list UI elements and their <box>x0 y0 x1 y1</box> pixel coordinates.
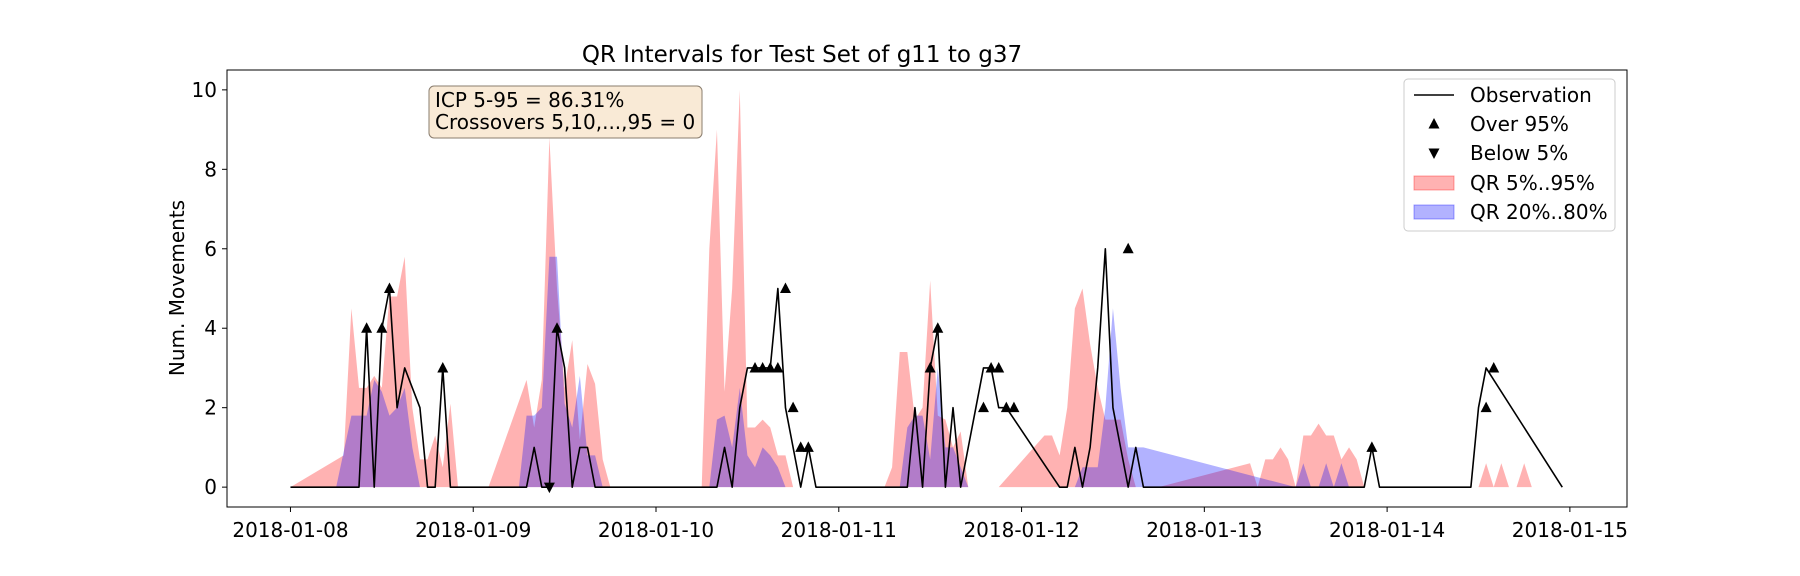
x-tick-label: 2018-01-14 <box>1329 518 1445 542</box>
over-95-marker <box>764 361 776 373</box>
over-95-marker <box>924 361 936 373</box>
x-tick-label: 2018-01-09 <box>415 518 531 542</box>
over-95-marker <box>383 282 395 293</box>
legend-swatch-below-5 <box>1428 148 1440 159</box>
legend: Observation Over 95% Below 5% QR 5%..95% QR … <box>1403 78 1616 232</box>
qr-5-95-band <box>290 89 1548 488</box>
y-axis-label: Num. Movements <box>165 200 189 376</box>
observation-line <box>290 247 1563 488</box>
y-tick-label: 10 <box>192 78 217 102</box>
over-95-marker <box>1008 401 1020 413</box>
legend-label: Below 5% <box>1470 141 1568 165</box>
annotation-background <box>428 85 703 139</box>
legend-label: QR 5%..95% <box>1470 171 1595 195</box>
legend-frame <box>1403 78 1616 232</box>
annotation-line: ICP 5-95 = 86.31% <box>435 88 624 112</box>
over-95-marker <box>993 361 1005 373</box>
axes: 0 2 4 6 8 10 2018-01-08 2018-01-09 2018-01-10 201… <box>192 69 1628 542</box>
below-5-marker <box>543 482 555 494</box>
over-95-marker <box>1000 401 1012 413</box>
y-tick-label: 8 <box>204 157 217 181</box>
annotation-box: ICP 5-95 = 86.31%Crossovers 5,10,...,95 … <box>428 85 703 139</box>
over-95-marker <box>795 441 807 452</box>
y-tick-label: 6 <box>204 237 217 261</box>
over-95-marker <box>1488 361 1500 373</box>
x-tick-label: 2018-01-08 <box>232 518 348 542</box>
y-tick-label: 0 <box>204 475 217 499</box>
legend-label: Over 95% <box>1470 112 1569 136</box>
legend-swatch-over-95 <box>1428 118 1440 129</box>
over-95-marker <box>437 361 449 373</box>
over-95-marker <box>757 361 769 373</box>
over-95-marker <box>985 361 997 373</box>
over-95-marker <box>802 441 814 452</box>
over-95-marker <box>361 322 373 333</box>
x-tick-label: 2018-01-12 <box>963 518 1079 542</box>
x-tick-label: 2018-01-13 <box>1146 518 1262 542</box>
x-tick-label: 2018-01-11 <box>781 518 897 542</box>
axes-frame <box>226 69 1628 508</box>
over-95-marker <box>787 401 799 413</box>
over-95-marker <box>779 282 791 293</box>
over-95-marker <box>1122 242 1134 254</box>
over-95-marker <box>977 401 989 413</box>
over-95-marker <box>1480 401 1492 413</box>
over-95-marker <box>772 361 784 373</box>
legend-swatch-qr-20-80 <box>1413 204 1455 220</box>
legend-label: QR 20%..80% <box>1470 200 1608 224</box>
legend-label: Observation <box>1470 83 1592 107</box>
over-95-marker <box>932 322 944 333</box>
over-95-marker <box>749 361 761 373</box>
chart-title: QR Intervals for Test Set of g11 to g37 <box>582 42 1022 68</box>
y-tick-label: 2 <box>204 396 217 420</box>
legend-swatch-qr-5-95 <box>1413 175 1455 191</box>
plot-area <box>290 89 1563 494</box>
over-95-marker <box>1366 441 1378 452</box>
over-95-marker <box>376 322 388 333</box>
annotation-line: Crossovers 5,10,...,95 = 0 <box>435 110 695 134</box>
y-tick-label: 4 <box>204 316 217 340</box>
over-95-marker <box>551 322 563 333</box>
x-tick-label: 2018-01-10 <box>598 518 714 542</box>
x-tick-label: 2018-01-15 <box>1512 518 1628 542</box>
